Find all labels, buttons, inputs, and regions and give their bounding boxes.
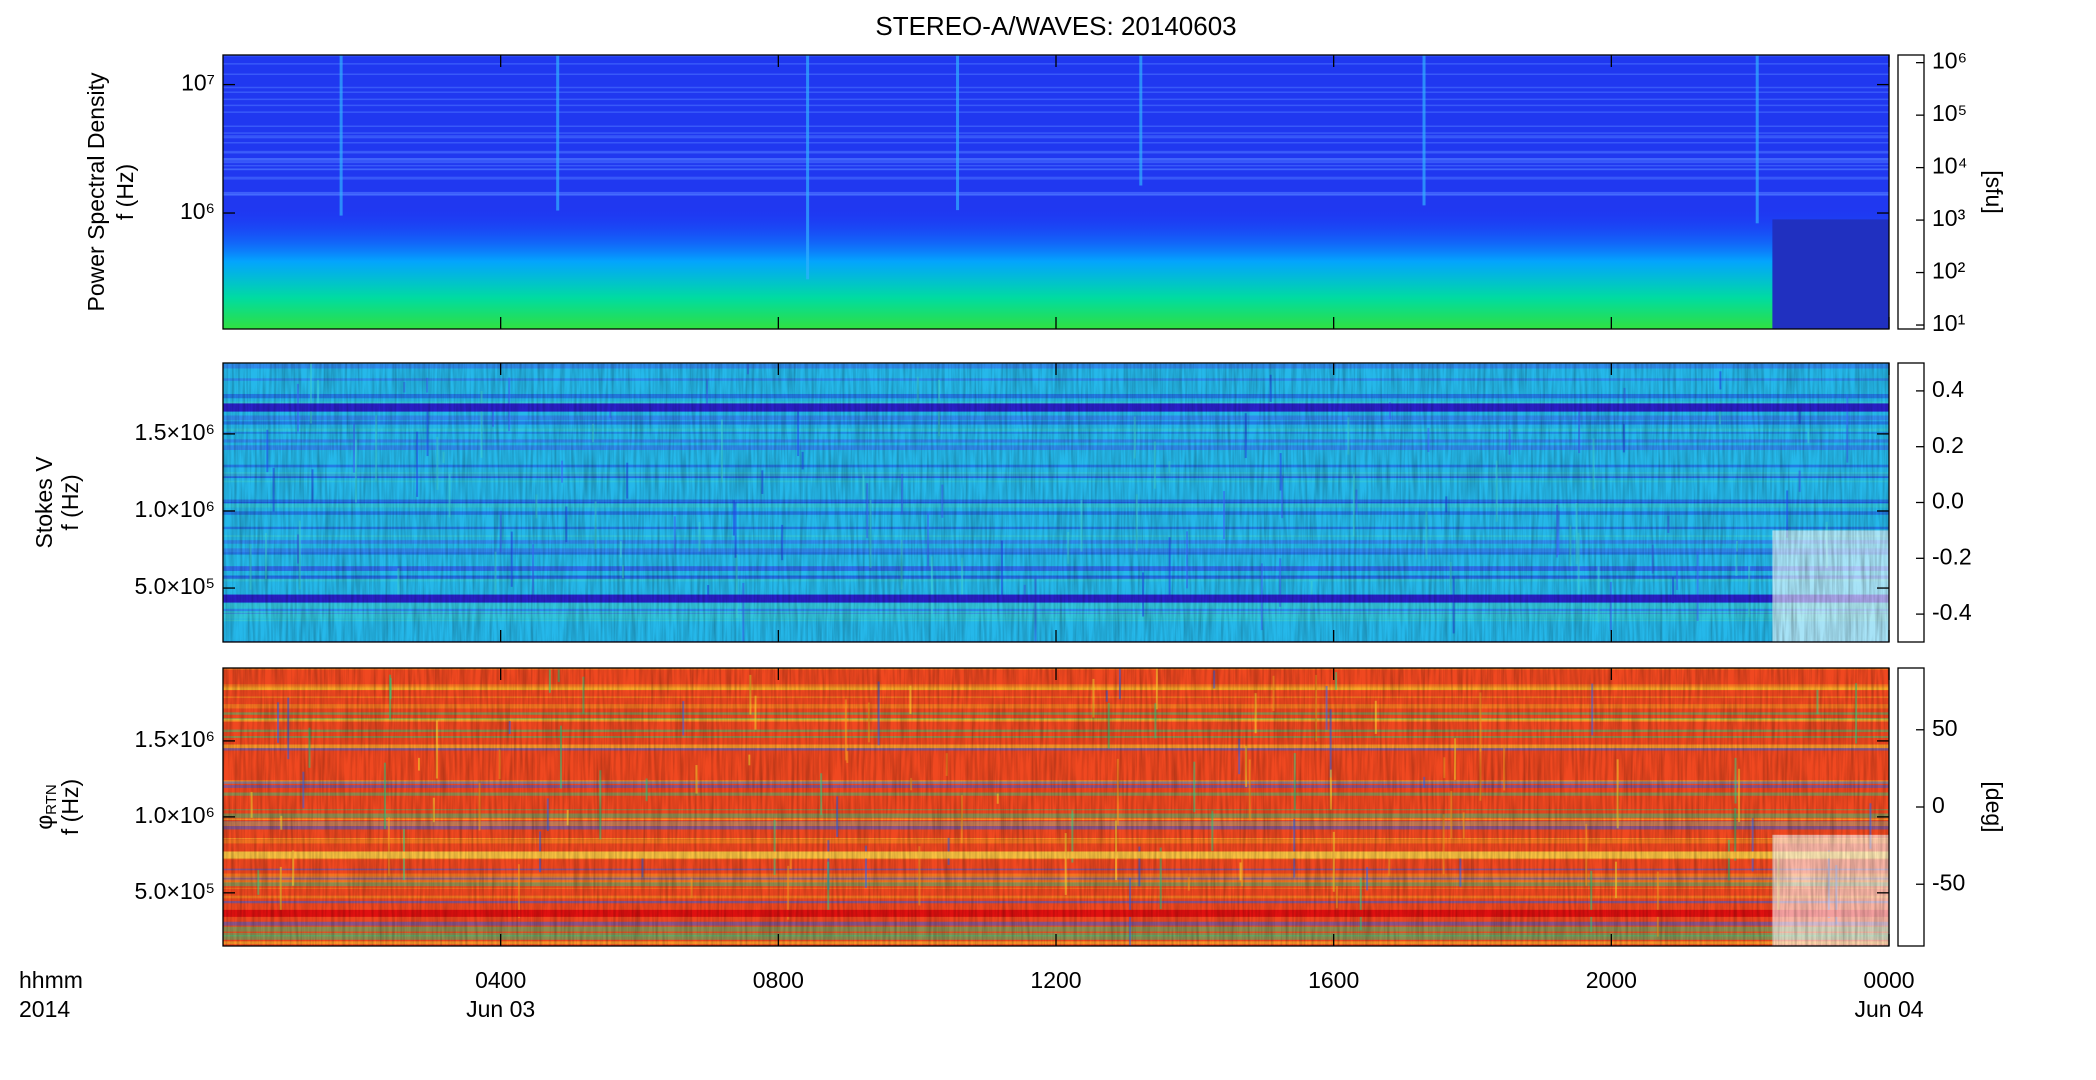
texture: [223, 158, 1889, 161]
x-date-label: Jun 04: [1854, 996, 1923, 1022]
texture: [223, 164, 1889, 167]
y-tick-label: 10⁶: [180, 198, 215, 224]
y-axis-label: Power Spectral Density: [83, 72, 109, 312]
x-tick-label: 1200: [1030, 967, 1081, 993]
x-axis-label: 2014: [19, 996, 70, 1022]
y-tick-label: 5.0×10⁵: [134, 878, 215, 904]
texture: [223, 168, 1889, 171]
texture: [223, 135, 1889, 137]
texture: [223, 142, 1889, 144]
y-axis-label-text: f (Hz): [57, 474, 83, 530]
texture: [223, 161, 1889, 164]
colorbar-tick-label: 10⁴: [1932, 153, 1967, 179]
y-axis-label: f (Hz): [112, 164, 138, 220]
texture: [556, 55, 560, 211]
y-axis-label-sub: RTN: [43, 784, 60, 815]
texture: [1772, 219, 1889, 329]
colorbar-tick-label: 10²: [1932, 258, 1966, 284]
texture: [223, 363, 1889, 642]
texture: [223, 136, 1889, 139]
y-axis-label-text: φ: [31, 815, 57, 830]
colorbar-tick-label: -0.4: [1932, 599, 1972, 625]
y-tick-label: 1.5×10⁶: [135, 419, 215, 445]
y-tick-label: 10⁷: [181, 70, 215, 96]
texture: [806, 55, 810, 280]
x-axis-label: hhmm: [19, 967, 83, 993]
colorbar-tick-label: 10¹: [1932, 310, 1966, 336]
texture: [223, 73, 1889, 76]
colorbar-tick-label: -0.2: [1932, 543, 1972, 569]
colorbar: [1897, 54, 1925, 330]
x-tick-label: 0400: [475, 967, 526, 993]
texture: [223, 150, 1889, 153]
spectrogram: [223, 55, 1889, 329]
texture: [223, 178, 1889, 180]
y-axis-label-text: Stokes V: [31, 456, 57, 549]
y-tick-label: 1.5×10⁶: [135, 726, 215, 752]
y-axis-label-text: Power Spectral Density: [83, 72, 109, 312]
colorbar-tick-label: 0.2: [1932, 432, 1964, 458]
y-axis-label: φRTN: [31, 784, 60, 829]
texture: [223, 132, 1889, 134]
spectrogram: [223, 363, 1889, 642]
colorbar-label: [deg]: [1981, 781, 2007, 832]
background: [223, 205, 1889, 329]
y-axis-label: f (Hz): [57, 474, 83, 530]
texture: [1139, 55, 1143, 186]
y-tick-label: 1.0×10⁶: [135, 496, 215, 522]
texture: [1422, 55, 1426, 206]
texture: [223, 160, 1889, 162]
texture: [223, 86, 1889, 89]
y-axis-label: f (Hz): [57, 779, 83, 835]
texture: [223, 152, 1889, 154]
x-tick-label: 0000: [1863, 967, 1914, 993]
texture: [223, 111, 1889, 113]
spectrogram: [223, 668, 1889, 946]
texture: [223, 98, 1889, 101]
texture: [223, 176, 1889, 179]
y-axis-label-text: f (Hz): [57, 779, 83, 835]
texture: [223, 91, 1889, 93]
colorbar-label: [sfu]: [1981, 170, 2007, 213]
x-tick-label: 0800: [753, 967, 804, 993]
texture: [223, 191, 1889, 194]
figure-title: STEREO-A/WAVES: 20140603: [875, 11, 1236, 41]
colorbar-tick-label: 10⁶: [1932, 48, 1967, 74]
colorbar-tick-label: -50: [1932, 869, 1965, 895]
y-axis-label-text: f (Hz): [112, 164, 138, 220]
colorbar-tick-label: 10⁵: [1932, 100, 1967, 126]
texture: [223, 194, 1889, 196]
x-tick-label: 1600: [1308, 967, 1359, 993]
texture: [956, 55, 960, 211]
colorbar-tick-label: 0: [1932, 792, 1945, 818]
texture: [223, 104, 1889, 107]
texture: [339, 55, 343, 216]
colorbar-tick-label: 50: [1932, 715, 1958, 741]
x-tick-label: 2000: [1586, 967, 1637, 993]
y-tick-label: 1.0×10⁶: [135, 802, 215, 828]
texture: [223, 668, 1889, 946]
texture: [1755, 55, 1759, 224]
colorbar-tick-label: 0.4: [1932, 376, 1964, 402]
y-tick-label: 5.0×10⁵: [134, 573, 215, 599]
x-date-label: Jun 03: [466, 996, 535, 1022]
y-axis-label: Stokes V: [31, 456, 57, 549]
colorbar-tick-label: 10³: [1932, 205, 1966, 231]
colorbar-tick-label: 0.0: [1932, 488, 1964, 514]
texture: [223, 125, 1889, 128]
